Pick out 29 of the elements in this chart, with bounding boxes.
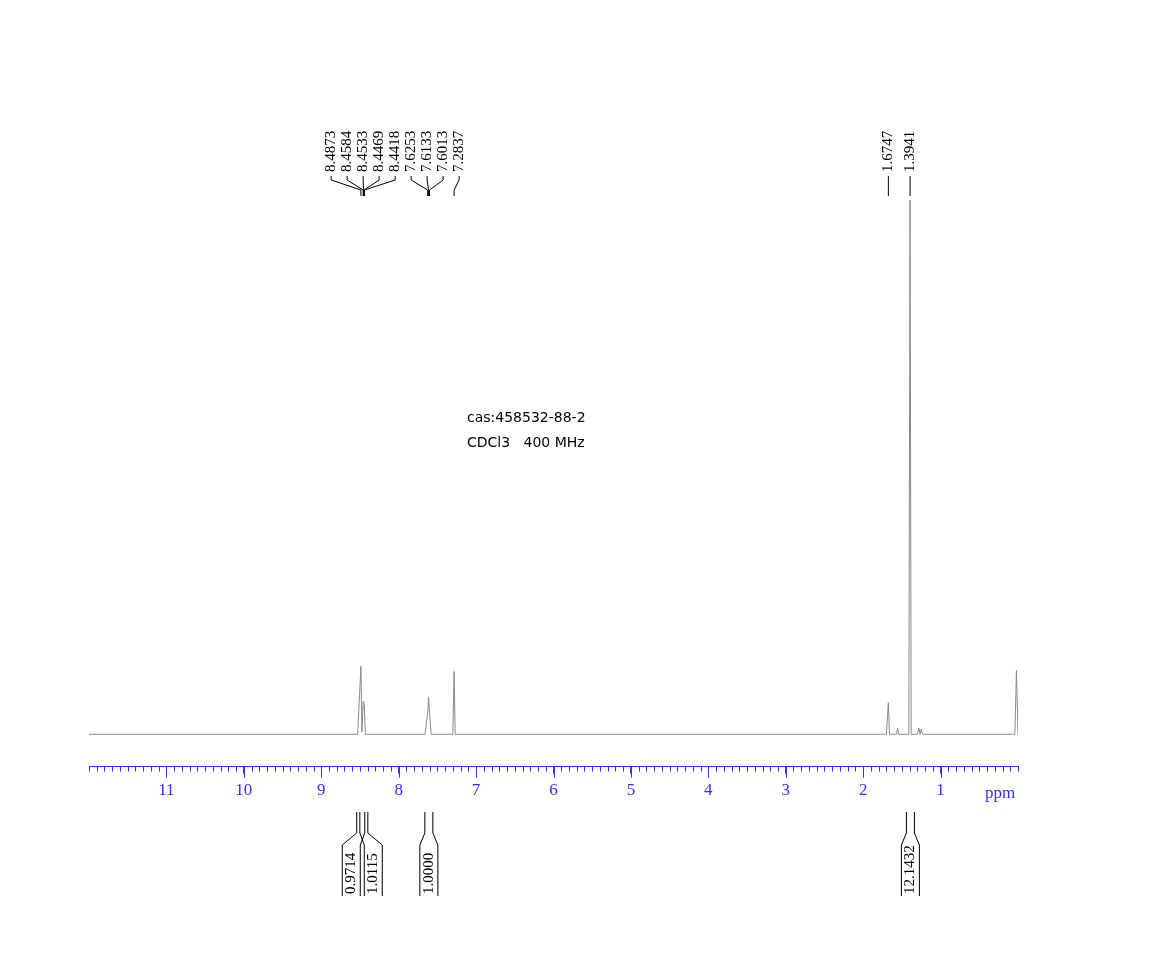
x-tick-label: 9 [317, 780, 326, 800]
x-tick-label: 1 [936, 780, 945, 800]
text: 0.9714 [342, 852, 359, 894]
x-tick-label: 2 [858, 780, 868, 800]
text: 1.0000 [419, 852, 436, 894]
text: 7.6133 [418, 130, 435, 172]
text: 7.6253 [402, 130, 419, 172]
x-tick-label: 5 [626, 780, 636, 800]
x-axis-title: ppm [984, 783, 1016, 803]
x-tick-label: 4 [704, 780, 714, 800]
text: 12.1432 [901, 845, 918, 894]
text: 8.4533 [354, 130, 371, 172]
x-tick-label: 7 [471, 780, 481, 800]
text: 7.2837 [450, 130, 467, 172]
text: 7.6013 [434, 130, 451, 172]
annotation: CDCl3 400 MHz [467, 433, 585, 450]
text: 8.4873 [322, 130, 339, 172]
text: 1.0115 [364, 853, 381, 894]
x-tick-label: 11 [158, 780, 175, 800]
text: 8.4584 [338, 130, 355, 172]
annotation: cas:458532-88-2 [467, 408, 586, 425]
x-tick-label: 8 [394, 780, 403, 800]
text: 1.3941 [901, 130, 918, 172]
x-tick-label: 3 [781, 780, 790, 800]
text: 8.4418 [386, 130, 403, 172]
text: 8.4469 [370, 130, 387, 172]
x-tick-label: 6 [549, 780, 558, 800]
x-tick-label: 10 [235, 780, 253, 800]
text: 1.6747 [879, 130, 896, 172]
